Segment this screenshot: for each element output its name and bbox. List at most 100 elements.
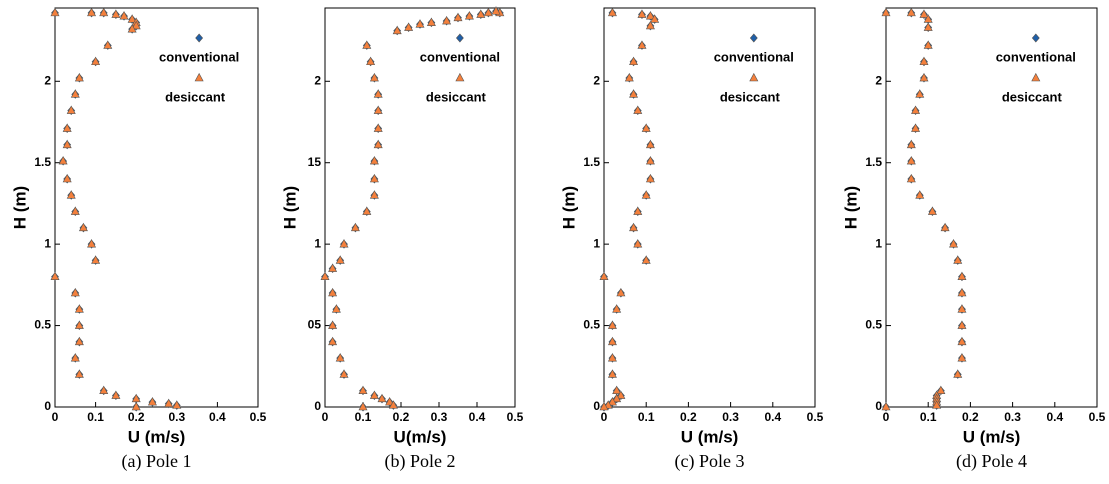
legend-label: conventional (714, 49, 794, 64)
y-tick-label: 1.5 (865, 155, 882, 169)
data-point (464, 11, 474, 20)
data-point (645, 155, 655, 165)
x-tick-label: 0.5 (807, 410, 824, 424)
data-point (906, 155, 916, 165)
x-tick-label: 0.3 (1004, 410, 1021, 424)
x-tick-label: 0.5 (1089, 410, 1106, 424)
data-point (881, 401, 891, 411)
data-point (335, 255, 345, 264)
y-tick-label: 0 (875, 399, 882, 413)
data-point (373, 123, 383, 132)
data-point (335, 353, 345, 362)
data-point (131, 401, 141, 411)
legend-label: desiccant (165, 89, 226, 104)
y-tick-label: 0.5 (583, 318, 600, 332)
data-point (616, 390, 626, 399)
y-tick-label: 1.5 (34, 155, 51, 169)
x-tick-label: 0.2 (128, 410, 145, 424)
data-point (641, 190, 651, 199)
x-axis-label: U (m/s) (128, 427, 186, 446)
legend-marker (1031, 72, 1041, 82)
data-point (350, 222, 360, 232)
data-point (426, 17, 436, 26)
data-point (453, 12, 463, 22)
data-point (645, 20, 655, 30)
legend-marker (195, 33, 204, 43)
data-point (147, 396, 157, 406)
data-point (119, 11, 129, 20)
plot-frame (324, 7, 516, 408)
data-point (633, 239, 643, 248)
data-point (91, 56, 101, 66)
legend-marker (749, 33, 758, 43)
legend-marker (456, 33, 464, 43)
data-point (103, 40, 113, 49)
data-point (131, 393, 141, 403)
data-point (919, 9, 929, 18)
data-point (612, 304, 622, 313)
plot-frame (885, 7, 1098, 408)
x-tick-label: 0.3 (168, 410, 185, 424)
data-point (66, 105, 76, 114)
data-point (320, 271, 330, 281)
data-point (624, 72, 634, 82)
data-point (637, 40, 647, 49)
data-point (953, 369, 963, 378)
x-tick-label: 0.2 (680, 410, 697, 424)
data-point (915, 89, 925, 98)
data-point (339, 239, 349, 248)
y-tick-label: 0 (44, 399, 51, 413)
data-point (328, 336, 338, 346)
data-point (404, 22, 414, 31)
data-point (369, 155, 379, 165)
legend-label: conventional (420, 49, 500, 64)
x-tick-label: 0.4 (209, 410, 226, 424)
y-tick-label: 05 (308, 318, 322, 332)
data-point (131, 20, 141, 30)
data-point (415, 19, 425, 28)
data-point (645, 11, 655, 20)
data-point (906, 139, 916, 149)
data-point (62, 123, 72, 132)
y-tick-label: 1 (593, 236, 600, 250)
data-point (74, 72, 84, 82)
data-point (612, 385, 622, 395)
data-point (906, 173, 916, 183)
data-point (91, 255, 101, 264)
data-point (633, 105, 643, 114)
legend-marker (194, 72, 204, 82)
caption: (a) Pole 1 (122, 451, 192, 472)
data-point (599, 271, 609, 281)
data-point (932, 400, 942, 409)
data-point (392, 25, 402, 35)
data-point (607, 7, 617, 17)
data-point (957, 271, 967, 281)
data-point (957, 336, 967, 346)
data-point (607, 336, 617, 346)
data-point (358, 385, 368, 395)
data-point (927, 206, 937, 215)
x-tick-label: 0.5 (507, 410, 524, 424)
legend-label: conventional (996, 49, 1076, 64)
data-point (328, 320, 338, 329)
data-point (164, 398, 174, 408)
data-point (70, 353, 80, 362)
data-point (373, 89, 383, 98)
data-point (650, 14, 660, 23)
data-point (953, 255, 963, 264)
data-point (616, 287, 626, 297)
y-tick-label: 1 (44, 236, 51, 250)
legend-label: desiccant (1002, 89, 1063, 104)
y-tick-label: 1 (314, 236, 321, 250)
y-tick-label: 2 (314, 73, 321, 87)
data-point (957, 353, 967, 362)
x-tick-label: 0 (52, 410, 59, 424)
data-point (331, 304, 341, 313)
data-point (99, 385, 109, 395)
data-point (607, 369, 617, 378)
data-point (70, 206, 80, 215)
data-point (385, 396, 395, 406)
legend-label: desiccant (720, 89, 781, 104)
x-tick-label: 0.2 (962, 410, 979, 424)
